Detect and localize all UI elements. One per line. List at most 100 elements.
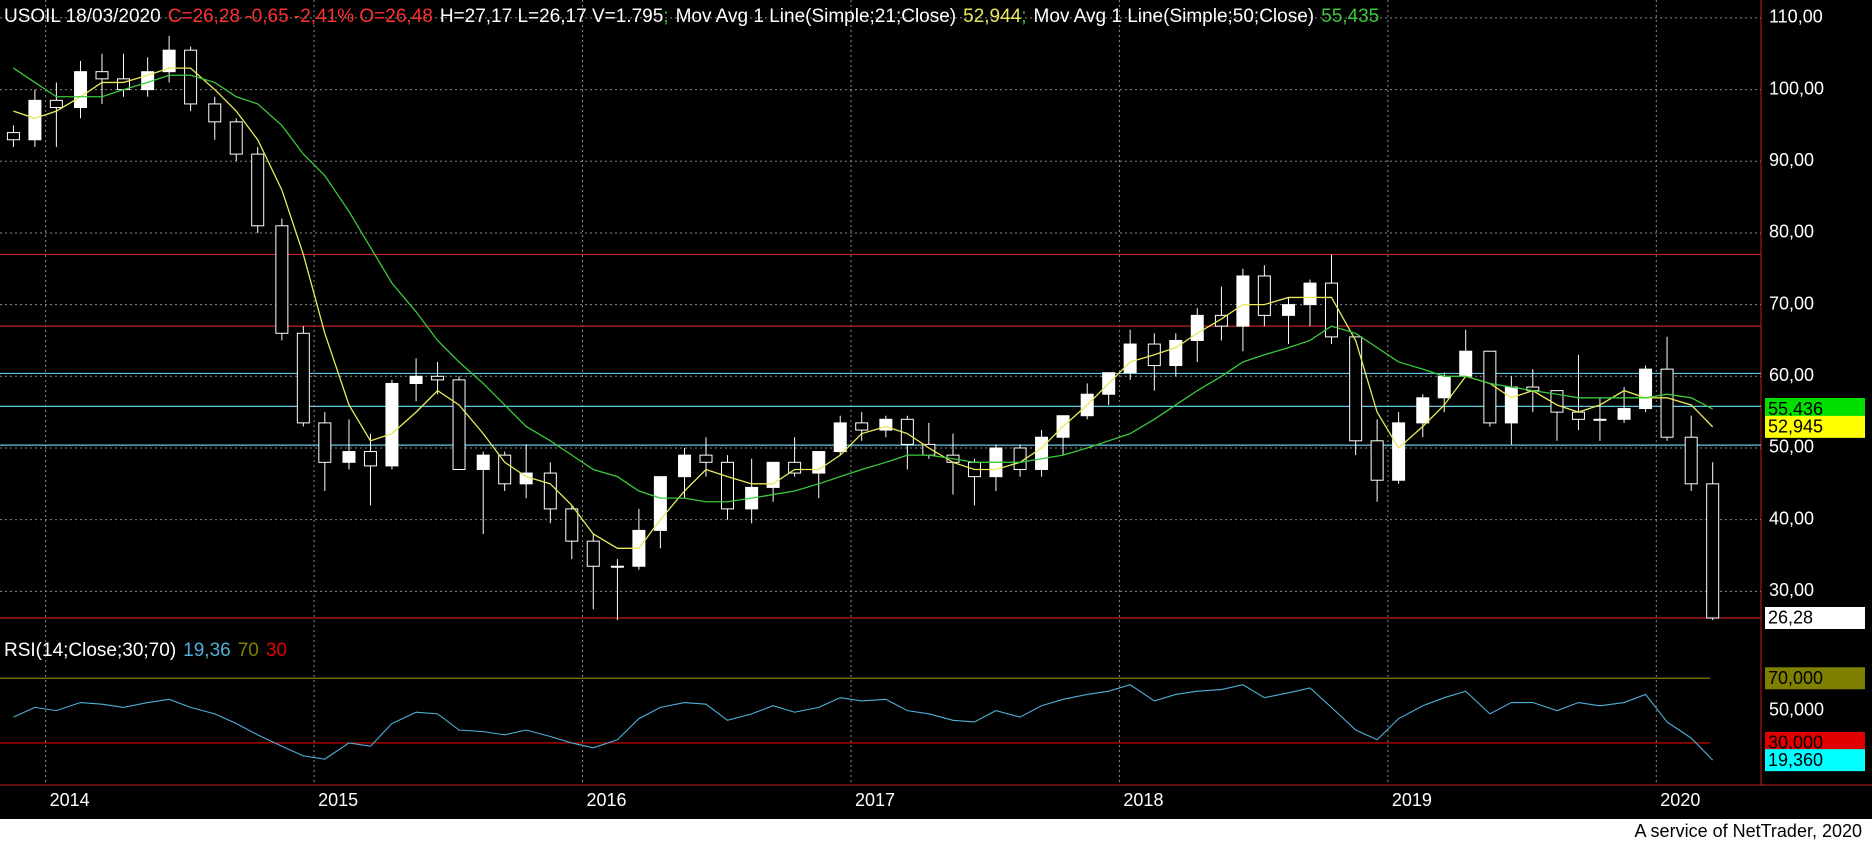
price-marker [1765, 398, 1865, 421]
legend-entry: Mov Avg 1 Line(Simple;21;Close) [675, 6, 957, 27]
candle-body [431, 375, 445, 381]
price-marker-label: 52,945 [1768, 417, 1823, 437]
candle-body [1437, 375, 1451, 399]
x-tick-label: 2015 [318, 790, 358, 810]
candle-body [162, 49, 176, 73]
x-tick-label: 2019 [1392, 790, 1432, 810]
candle-body [1214, 314, 1228, 327]
x-tick-label: 2018 [1123, 790, 1163, 810]
separator: ; [663, 6, 669, 27]
candle-body [1617, 408, 1631, 420]
candle-body [1169, 339, 1183, 367]
candle-body [1660, 368, 1674, 438]
candle-body [28, 99, 42, 141]
candle-body [95, 71, 109, 80]
quote: C=26,28 -0,65 -2,41% O=26,48 [167, 6, 433, 27]
candle-body [586, 540, 600, 567]
candle-body [363, 451, 377, 467]
candle-body [1504, 386, 1518, 424]
candle-body [653, 476, 667, 531]
rsi-line [13, 684, 1714, 761]
candle-body [74, 71, 88, 109]
price-marker [1765, 606, 1865, 629]
candle-body [409, 375, 423, 384]
candle-body [49, 99, 63, 109]
price-marker [1765, 749, 1865, 772]
y-tick-label: 50,00 [1769, 437, 1814, 457]
candle-body [251, 153, 265, 227]
candle-body [1303, 282, 1317, 306]
candle-body [1123, 343, 1137, 374]
x-tick-label: 2014 [50, 790, 90, 810]
separator: ; [1021, 6, 1027, 27]
candle-body [1684, 436, 1698, 485]
candle-body [610, 565, 624, 568]
candle-body [452, 379, 466, 470]
candle-body [699, 454, 713, 463]
price-marker-label: 55,436 [1768, 399, 1823, 419]
footer-bar [0, 819, 1872, 844]
y-tick-label: 40,00 [1769, 508, 1814, 528]
candle-body [565, 508, 579, 542]
legend-value: 52,944 [963, 6, 1022, 27]
candle-body [1459, 350, 1473, 377]
candle-body [208, 103, 222, 123]
price-marker-label: 70,000 [1768, 668, 1823, 688]
title: USOIL 18/03/2020 [4, 6, 161, 27]
rsi-name: RSI(14;Close;30;70) [4, 640, 177, 661]
candle-body [385, 382, 399, 467]
price-marker-label: 30,000 [1768, 733, 1823, 753]
candle-body [1639, 368, 1653, 410]
ma-line [13, 67, 1714, 549]
y-tick-label: 90,00 [1769, 150, 1814, 170]
x-tick-label: 2016 [587, 790, 627, 810]
candle-body [1706, 483, 1720, 619]
y-tick-label: 110,00 [1769, 7, 1823, 27]
y-tick-label: 100,00 [1769, 78, 1824, 98]
candle-body [1257, 275, 1271, 316]
rsi-tick-label: 50,000 [1769, 699, 1824, 719]
footer: A service of NetTrader, 2020 [1635, 821, 1862, 841]
candle-body [1035, 436, 1049, 470]
x-tick-label: 2017 [855, 790, 895, 810]
stats: H=27,17 L=26,17 V=1.795 [439, 6, 664, 27]
candle-body [879, 418, 893, 431]
rsi-level: 30 [265, 640, 287, 661]
candle-body [543, 472, 557, 510]
price-header: USOIL 18/03/2020 C=26,28 -0,65 -2,41% O=2… [4, 6, 1379, 28]
candle-body [1349, 336, 1363, 442]
y-tick-label: 60,00 [1769, 365, 1814, 385]
ma-line [13, 67, 1713, 503]
candle-body [318, 422, 332, 463]
candle-body [342, 451, 356, 463]
candle-body [788, 461, 802, 474]
candle-body [1416, 397, 1430, 424]
legend-value: 55,435 [1321, 6, 1380, 27]
candle-body [678, 454, 692, 478]
price-marker-label: 19,360 [1768, 750, 1823, 770]
price-marker [1765, 667, 1865, 690]
candle-body [275, 225, 289, 334]
candle-body [1282, 304, 1296, 316]
rsi-header: RSI(14;Close;30;70) 19,36 70 30 [4, 640, 287, 662]
candle-body [6, 132, 20, 141]
candle-body [720, 461, 734, 510]
price-marker-label: 26,28 [1768, 608, 1813, 628]
price-marker [1765, 731, 1865, 754]
candle-body [833, 422, 847, 453]
rsi-level: 70 [237, 640, 259, 661]
price-marker [1765, 415, 1865, 438]
candle-body [1571, 411, 1585, 420]
y-tick-label: 70,00 [1769, 293, 1814, 313]
candle-body [476, 454, 490, 470]
candle-body [296, 332, 310, 424]
candle-body [1324, 282, 1338, 338]
candle-body [1190, 314, 1204, 341]
y-tick-label: 80,00 [1769, 222, 1814, 242]
candle-body [229, 121, 243, 155]
candle-body [498, 454, 512, 485]
candle-body [1392, 422, 1406, 481]
legend-entry: Mov Avg 1 Line(Simple;50;Close) [1033, 6, 1315, 27]
